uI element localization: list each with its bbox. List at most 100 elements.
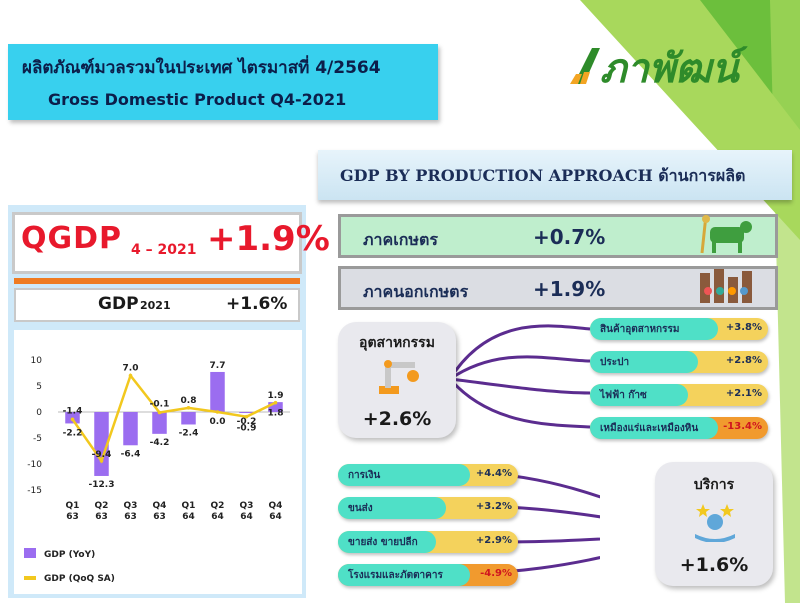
line-point: [128, 373, 133, 378]
industry-item-label: เหมืองแร่และเหมืองหิน: [600, 423, 699, 434]
agri-value: +0.7%: [533, 225, 606, 249]
gdp-year-box: GDP 2021 +1.6%: [14, 288, 300, 322]
services-value: +1.6%: [679, 554, 749, 576]
agri-label: ภาคเกษตร: [363, 230, 438, 249]
legend-label-qoq: GDP (QoQ SA): [44, 574, 115, 584]
x-tick-label: Q2: [95, 501, 109, 511]
x-tick-label: Q1: [182, 501, 196, 511]
industry-item-value: +2.8%: [725, 355, 762, 366]
y-tick-label: 5: [36, 382, 42, 392]
line-point: [215, 410, 220, 414]
industry-item-label: ประปา: [600, 357, 630, 368]
x-tick-label: Q1: [66, 501, 80, 511]
y-tick-label: -15: [27, 486, 42, 496]
services-item-1: ขนส่ง +3.2%: [338, 497, 518, 519]
services-item-value: +4.4%: [475, 468, 512, 479]
bar: [94, 412, 109, 476]
services-label: บริการ: [693, 477, 735, 493]
people-industry-icon: [700, 269, 752, 303]
gdp-year-label: GDP: [98, 294, 139, 314]
industry-item-value: +3.8%: [725, 322, 762, 333]
services-item-label: ขายส่ง ขายปลีก: [348, 537, 418, 548]
industry-label: อุตสาหกรรม: [359, 335, 435, 351]
qgdp-period: 4 – 2021: [131, 242, 197, 258]
qgdp-value: +1.9%: [207, 219, 330, 259]
line-point: [186, 406, 191, 410]
cow-wheat-icon: [700, 214, 752, 254]
bar-data-label: 1.9: [268, 391, 284, 401]
x-tick-label: 64: [269, 512, 282, 522]
line-data-label: 1.8: [268, 409, 284, 419]
bar: [210, 371, 225, 412]
title-banner: ผลิตภัณฑ์มวลรวมในประเทศ ไตรมาสที่ 4/2564…: [8, 44, 438, 120]
gdp-chart-box: 10 5 0 -5 -10 -15 -2.2 -12.3 -6.4 -4.2 -2.4 7.7 -0.2…: [14, 330, 302, 594]
industry-value: +2.6%: [362, 408, 432, 430]
services-item-label: โรงแรมและภัตตาคาร: [348, 570, 443, 581]
services-item-2: ขายส่ง ขายปลีก +2.9%: [338, 531, 518, 553]
y-tick-label: 0: [36, 408, 42, 418]
line-point: [244, 414, 249, 419]
industry-item-3: เหมืองแร่และเหมืองหิน -13.4%: [590, 417, 768, 439]
legend-swatch-qoq: [24, 576, 36, 580]
logo-arrow-icon: [570, 48, 600, 84]
logo-text: ภาพัฒน์: [600, 45, 739, 92]
service-hand-icon: [695, 504, 735, 542]
line-data-label: 0.8: [181, 396, 197, 406]
industry-item-value: +2.1%: [725, 388, 762, 399]
qgdp-label: QGDP: [21, 221, 123, 256]
bar: [123, 412, 138, 446]
x-tick-label: Q4: [153, 501, 167, 511]
industry-item-label: ไฟฟ้า ก๊าซ: [600, 390, 647, 401]
legend-label-yoy: GDP (YoY): [44, 550, 95, 560]
line-data-label: -0.1: [150, 400, 170, 410]
services-item-0: การเงิน +4.4%: [338, 464, 518, 486]
services-item-value: +2.9%: [475, 535, 512, 546]
industry-card: อุตสาหกรรม +2.6%: [338, 322, 456, 438]
agri-sector: ภาคเกษตร +0.7%: [338, 214, 778, 258]
nonagri-sector: ภาคนอกเกษตร +1.9%: [338, 266, 778, 310]
bar-data-label: -2.4: [179, 428, 199, 438]
bar: [239, 412, 254, 414]
line-point: [99, 459, 104, 463]
bar-data-label: 7.7: [210, 361, 226, 371]
x-tick-label: 63: [95, 512, 108, 522]
industry-item-value: -13.4%: [723, 421, 762, 432]
x-tick-label: Q3: [124, 501, 138, 511]
y-tick-label: 10: [31, 356, 43, 366]
production-header: GDP BY PRODUCTION APPROACH ด้านการผลิต: [318, 150, 792, 200]
robot-arm-icon: [379, 360, 419, 394]
bar-data-label: -4.2: [150, 438, 170, 448]
bar-data-label: -6.4: [121, 449, 141, 459]
services-item-value: +3.2%: [475, 501, 512, 512]
title-thai: ผลิตภัณฑ์มวลรวมในประเทศ ไตรมาสที่ 4/2564: [22, 58, 381, 78]
line-data-label: -0.9: [237, 424, 257, 434]
x-tick-label: 63: [124, 512, 137, 522]
line-data-label: -9.4: [92, 450, 112, 460]
services-item-label: ขนส่ง: [348, 503, 373, 514]
industry-item-0: สินค้าอุตสาหกรรม +3.8%: [590, 318, 768, 340]
qoq-line: [71, 373, 277, 464]
line-data-label: 7.0: [123, 364, 139, 374]
industry-item-2: ไฟฟ้า ก๊าซ +2.1%: [590, 384, 768, 406]
x-tick-label: 64: [240, 512, 253, 522]
services-item-3: โรงแรมและภัตตาคาร -4.9%: [338, 564, 518, 586]
bar-data-label: -2.2: [63, 428, 83, 438]
line-data-label: 0.0: [210, 417, 226, 427]
line-point: [157, 410, 162, 415]
line-data-label: -1.4: [63, 406, 83, 416]
bar: [152, 412, 167, 434]
gdp-chart: 10 5 0 -5 -10 -15 -2.2 -12.3 -6.4 -4.2 -2.4 7.7 -0.2…: [24, 356, 290, 584]
x-tick-label: Q2: [211, 501, 225, 511]
nonagri-value: +1.9%: [533, 277, 606, 301]
nonagri-label: ภาคนอกเกษตร: [363, 282, 469, 301]
x-tick-label: 64: [182, 512, 195, 522]
qgdp-box: QGDP 4 – 2021 +1.9%: [12, 212, 330, 274]
title-english: Gross Domestic Product Q4-2021: [48, 90, 347, 109]
bar-data-label: -12.3: [89, 480, 115, 490]
nesdc-logo: ภาพัฒน์: [570, 30, 770, 92]
line-point: [70, 417, 75, 422]
y-tick-label: -5: [33, 434, 42, 444]
y-tick-label: -10: [27, 460, 42, 470]
services-item-value: -4.9%: [480, 568, 512, 579]
bar-data-label: -0.2: [237, 417, 257, 427]
